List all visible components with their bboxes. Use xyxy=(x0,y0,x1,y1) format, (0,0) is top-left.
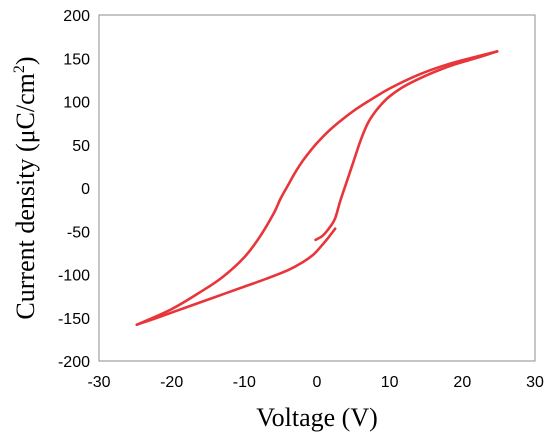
y-tick-label: -200 xyxy=(58,354,90,371)
y-axis-title-superscript: 2 xyxy=(11,65,28,73)
x-tick-label: 30 xyxy=(526,374,544,391)
x-axis-ticks: -30 -20 -10 0 10 20 30 xyxy=(87,374,544,391)
y-axis-ticks: -200 -150 -100 -50 0 50 100 150 200 xyxy=(58,8,90,371)
x-axis-title: Voltage (V) xyxy=(256,403,378,432)
y-tick-label: 200 xyxy=(63,8,90,25)
series-line-3 xyxy=(135,227,337,326)
x-tick-label: -30 xyxy=(87,374,110,391)
y-tick-label: 50 xyxy=(72,138,90,155)
y-tick-label: 150 xyxy=(63,51,90,68)
x-tick-label: -10 xyxy=(233,374,256,391)
y-axis-title-main: Current density (μC/cm xyxy=(11,73,40,319)
x-tick-label: 10 xyxy=(381,374,399,391)
series-layer xyxy=(135,50,499,326)
y-axis-title: Current density (μC/cm2) xyxy=(11,56,40,319)
y-tick-label: 100 xyxy=(63,95,90,112)
y-axis-title-close: ) xyxy=(11,56,40,65)
series-line-1 xyxy=(314,50,499,242)
x-tick-label: 0 xyxy=(313,374,322,391)
y-tick-label: 0 xyxy=(81,181,90,198)
x-tick-label: -20 xyxy=(160,374,183,391)
plot-frame xyxy=(98,14,536,362)
x-tick-label: 20 xyxy=(453,374,471,391)
y-tick-label: -150 xyxy=(58,311,90,328)
series-line-2 xyxy=(135,50,499,326)
y-tick-label: -100 xyxy=(58,268,90,285)
y-tick-label: -50 xyxy=(67,224,90,241)
